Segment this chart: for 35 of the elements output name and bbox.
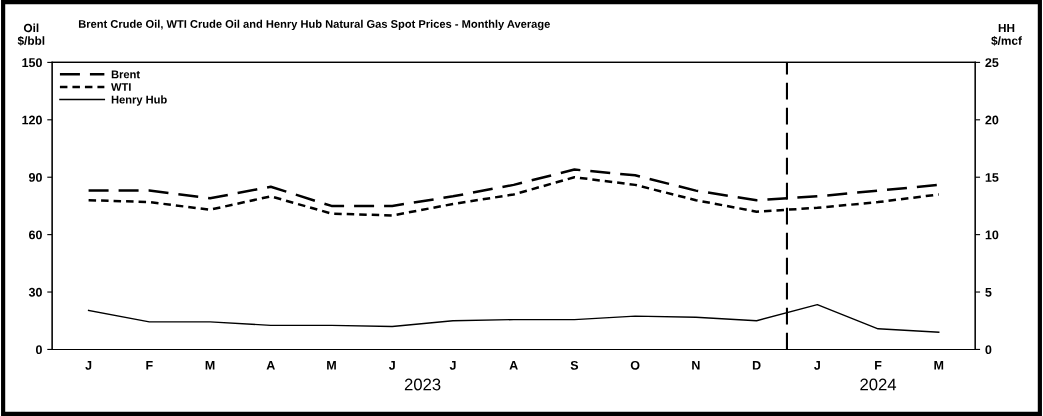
y2-tick-label: 25 bbox=[985, 58, 999, 68]
x-tick-label: F bbox=[875, 361, 882, 370]
y2-tick-label: 15 bbox=[985, 173, 999, 182]
x-tick-label: A bbox=[266, 361, 275, 370]
x-tick-label: M bbox=[327, 361, 336, 370]
y-axis-title: Oil $/bbl bbox=[17, 23, 45, 46]
x-tick-label: S bbox=[570, 360, 579, 370]
y-tick-label: 30 bbox=[28, 287, 42, 297]
legend-label: Henry Hub bbox=[111, 95, 167, 106]
y2-tick-label: 20 bbox=[985, 115, 999, 125]
y2-axis-title: HH $/mcf bbox=[991, 23, 1022, 46]
chart-title: Brent Crude Oil, WTI Crude Oil and Henry Hub Natural Gas Spot Prices - Monthly Average bbox=[78, 19, 550, 31]
legend-label: WTI bbox=[111, 83, 131, 91]
x-tick-label: J bbox=[449, 361, 456, 370]
y-tick-label: 120 bbox=[22, 115, 42, 125]
y2-tick-label: 0 bbox=[985, 345, 992, 355]
y2-tick-label: 5 bbox=[985, 287, 992, 297]
legend-label: Brent bbox=[111, 70, 140, 79]
y2-tick-label: 10 bbox=[985, 230, 999, 240]
x-tick-label: M bbox=[205, 361, 215, 370]
x-tick-label: N bbox=[692, 361, 700, 370]
x-tick-label: F bbox=[146, 361, 153, 370]
y-tick-label: 90 bbox=[28, 173, 42, 182]
x-tick-label: J bbox=[388, 361, 395, 370]
x-tick-label: D bbox=[752, 361, 761, 370]
y-tick-label: 150 bbox=[22, 58, 42, 68]
y-tick-label: 0 bbox=[35, 345, 42, 355]
y-tick-label: 60 bbox=[28, 230, 42, 240]
text: 2024 bbox=[860, 378, 897, 391]
text: 2023 bbox=[404, 378, 441, 391]
x-tick-label: O bbox=[630, 360, 640, 370]
x-tick-label: J bbox=[814, 361, 820, 370]
x-tick-label: M bbox=[934, 361, 944, 370]
x-tick-label: A bbox=[509, 361, 518, 370]
x-tick-label: J bbox=[85, 361, 92, 370]
